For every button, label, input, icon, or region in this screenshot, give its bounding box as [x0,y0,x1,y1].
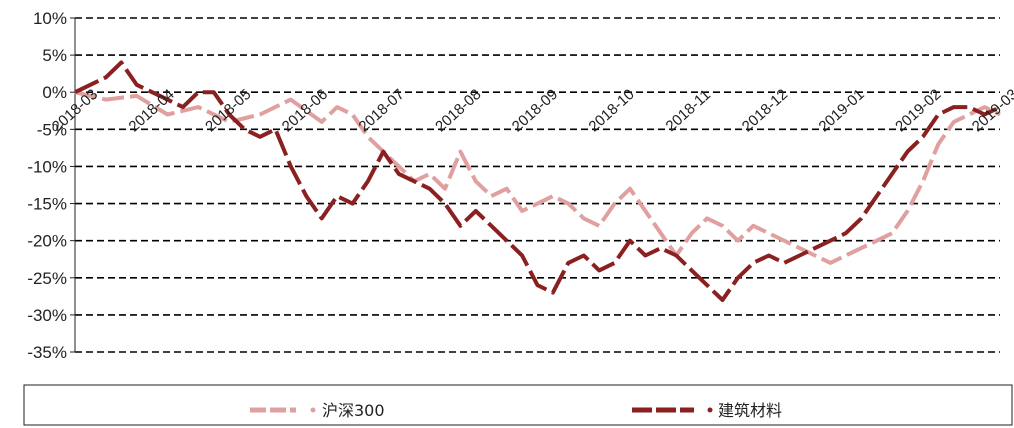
x-tick-label: 2018-12 [739,86,791,135]
x-tick-label: 2018-07 [356,86,408,135]
y-tick-label: -30% [27,306,67,325]
grid [75,17,1000,353]
series-line-1 [74,90,1001,265]
y-tick-label: -20% [27,232,67,251]
y-tick-label: 5% [42,46,67,65]
legend-box [23,384,1013,426]
x-tick-label: 2018-09 [509,86,561,135]
y-tick-label: -35% [27,343,67,362]
y-tick-label: 10% [33,9,67,28]
legend-label-2: 建筑材料 [718,401,782,420]
y-tick-label: -10% [27,157,67,176]
series-layer [74,60,1001,302]
series-line-2 [74,60,1001,302]
y-tick-label: 0% [42,83,67,102]
legend-dot-1 [310,407,316,413]
x-tick-label: 2018-08 [432,86,484,135]
y-tick-label: -15% [27,195,67,214]
x-tick-label: 2019-02 [892,86,944,135]
y-axis: 10% 5% 0% -5% -10% -15% -20% -25% -30% -35% [27,9,76,362]
legend-label-1: 沪深300 [322,401,385,420]
x-tick-label: 2018-11 [663,86,714,135]
y-tick-label: -5% [37,120,67,139]
x-axis: 2018-03 2018-04 2018-05 2018-06 2018-07 2018-… [49,86,1014,135]
legend: 沪深300 建筑材料 [23,384,1013,426]
y-tick-label: -25% [27,269,67,288]
x-tick-label: 2018-10 [586,86,638,135]
legend-dot-2 [707,407,713,413]
x-tick-label: 2019-01 [816,86,868,135]
x-tick-label: 2018-06 [279,86,331,135]
